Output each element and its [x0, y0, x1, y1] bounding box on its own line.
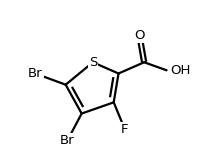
Text: F: F: [121, 123, 128, 136]
Text: Br: Br: [28, 67, 42, 80]
Text: Br: Br: [60, 134, 74, 147]
Text: O: O: [133, 29, 144, 42]
Text: S: S: [88, 56, 97, 69]
Text: OH: OH: [170, 64, 190, 77]
